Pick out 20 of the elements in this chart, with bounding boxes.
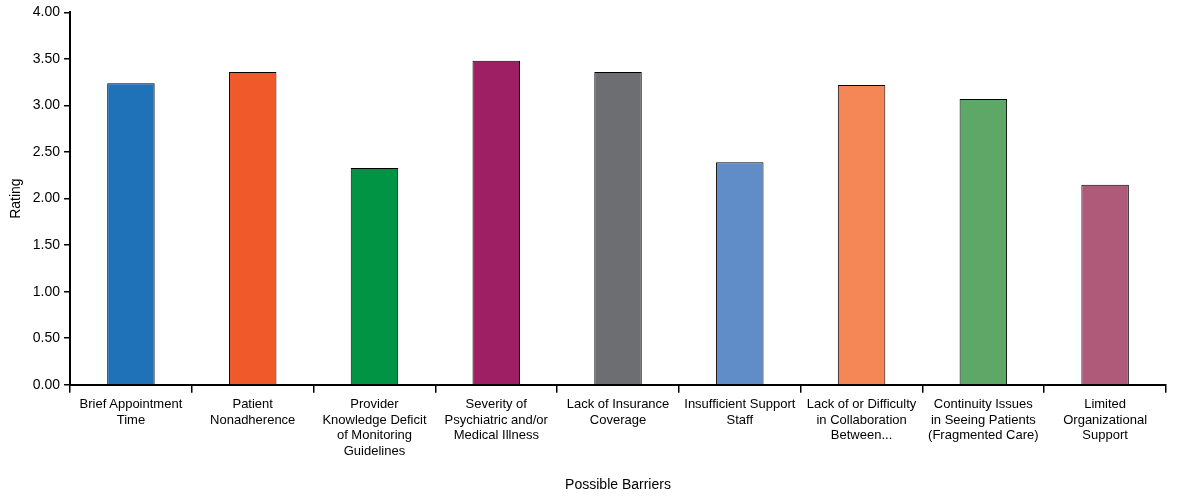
y-tick-label: 1.00 — [32, 282, 61, 299]
y-tick-label: 3.50 — [32, 49, 61, 66]
y-axis-title: Rating — [7, 178, 24, 219]
y-tick-label: 1.50 — [32, 236, 61, 253]
y-tick-label: 0.00 — [32, 375, 61, 392]
x-tick-label: Severity of Psychiatric and/or Medical Illness — [444, 396, 549, 443]
y-tick-label: 4.00 — [32, 3, 61, 20]
x-tick-label: Provider Knowledge Deficit of Monitoring Guidelines — [322, 396, 427, 458]
x-tick-label: Brief Appointment Time — [79, 396, 183, 427]
x-tick-label: Continuity Issues in Seeing Patients (Fragmented Care) — [928, 396, 1039, 443]
x-axis-title: Possible Barriers — [565, 476, 671, 493]
y-tick-label: 0.50 — [32, 329, 61, 346]
y-tick-label: 2.50 — [32, 142, 61, 159]
x-tick-label: Lack of or Difficulty in Collaboration Between... — [806, 396, 917, 443]
y-tick-label: 2.00 — [32, 189, 61, 206]
y-tick-label: 3.00 — [32, 96, 61, 113]
x-tick-label: Insufficient Support Staff — [684, 396, 796, 427]
x-tick-label: Patient Nonadherence — [210, 396, 296, 427]
x-tick-label: Limited Organizational Support — [1063, 396, 1148, 443]
x-tick-label: Lack of Insurance Coverage — [566, 396, 670, 427]
